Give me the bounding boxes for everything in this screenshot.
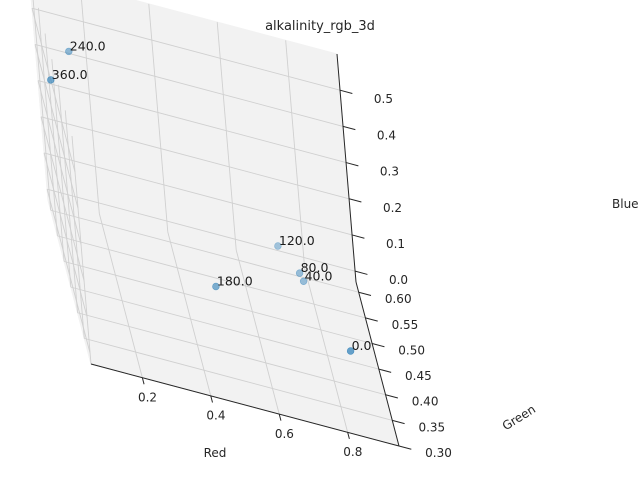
z-axis-line [336,53,357,283]
grid-lines [31,0,400,447]
data-point [346,347,355,355]
z-tick-label: 0.1 [386,237,405,251]
grid-line-x [285,40,306,269]
x-tick-label: 0.8 [343,445,362,459]
grid-line-y [77,312,386,396]
grid-line-y [64,261,373,344]
z-tick-label: 0.0 [389,273,408,287]
z-axis-label: Blue [612,197,639,211]
grid-line-x [304,268,349,433]
y-tick-label: 0.50 [398,343,425,357]
data-point-label: 40.0 [305,268,333,283]
z-tick-label: 0.3 [380,165,399,179]
x-tick-mark [210,395,213,403]
y-tick-mark [385,394,399,399]
grid-line-z [31,8,76,173]
grid-line-z [31,7,341,91]
grid-line-z [34,43,344,127]
y-tick-label: 0.60 [385,292,412,306]
grid-line-z [40,116,350,200]
grid-line-y [57,235,366,319]
z-tick-label: 0.5 [374,92,393,106]
y-tick-mark [371,343,385,348]
y-tick-mark [358,291,372,297]
y-tick-label: 0.40 [412,395,439,409]
grid-line-y [50,209,359,293]
x-tick-mark [347,432,350,440]
y-tick-mark [398,445,412,450]
x-tick-mark [278,413,282,421]
data-point-label: 360.0 [52,67,88,82]
grid-line-y [70,286,379,370]
grid-line-y [71,135,92,365]
grid-line-z [34,44,79,209]
chart-title: alkalinity_rgb_3d [265,19,375,34]
x-tick-mark [141,377,145,385]
y-tick-label: 0.30 [425,446,452,460]
grid-line-z [46,188,356,272]
grid-line-z [43,152,88,318]
x-axis-label: Red [204,446,227,460]
axes: 0.2 0.4 0.6 0.8 0.30 0.35 0.40 0.45 0.50 0.55 0.60… [90,53,452,460]
data-point [299,277,308,285]
grid-line-x [216,22,237,251]
data-point-label: 240.0 [70,38,106,53]
y-tick-mark [378,368,392,373]
grid-line-z [40,116,85,281]
data-point [65,47,73,56]
grid-line-z [37,80,347,164]
z-tick-label: 0.2 [383,201,402,215]
z-tick-label: 0.4 [377,128,396,142]
grid-line-z [43,152,353,236]
grid-line-x [235,249,280,415]
y-tick-mark [365,317,378,322]
data-point [274,242,282,250]
x-tick-label: 0.6 [275,427,294,441]
data-point-label: 80.0 [301,260,329,275]
y-tick-label: 0.35 [418,420,445,434]
z-tick-mark [342,125,356,131]
data-point [212,282,220,291]
data-point-label: 0.0 [352,338,372,353]
x-tick-label: 0.2 [138,390,157,404]
grid-line-x [98,213,143,378]
z-tick-mark [351,234,365,239]
y-axis-line [355,281,400,447]
axis-panes [30,0,400,447]
y-axis-label: Green [500,402,538,433]
x-tick-label: 0.4 [206,409,225,423]
data-point [47,76,55,84]
y-tick-label: 0.45 [405,369,432,383]
z-tick-mark [339,89,353,94]
grid-line-z [37,80,82,245]
data-point-label: 180.0 [217,274,253,289]
data-point-label: 120.0 [279,233,315,248]
grid-line-x [148,3,169,232]
z-tick-mark [348,198,362,203]
grid-line-x [167,231,212,397]
grid-line-y [84,337,393,421]
data-points: 0.0 40.080.0 120.0 180.0 240.0 360.0 [47,38,372,355]
y-tick-mark [392,419,405,425]
grid-line-z [46,189,91,354]
grid-line-x [81,0,100,214]
data-point [295,269,304,277]
z-tick-mark [345,162,359,167]
y-tick-label: 0.55 [392,318,419,332]
z-tick-mark [354,270,368,275]
